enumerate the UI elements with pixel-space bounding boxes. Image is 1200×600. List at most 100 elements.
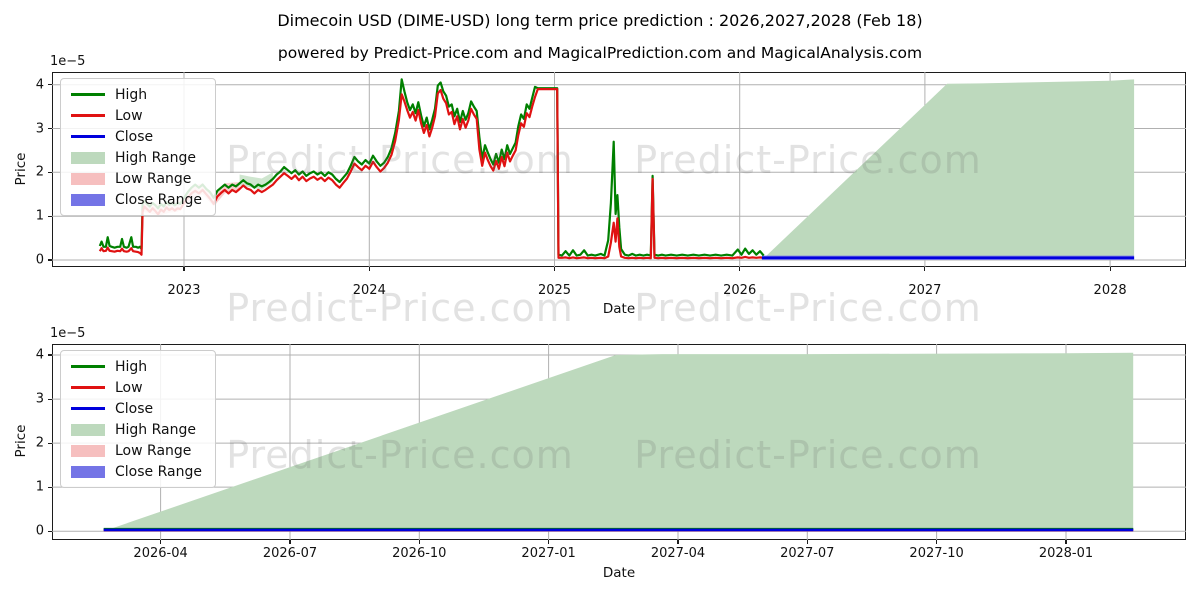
legend-label: High Range [115,149,196,166]
y-offset-label: 1e−5 [50,54,86,69]
legend-label: Close [115,400,154,417]
legend-item-high: High [71,358,202,375]
x-tick-mark [806,540,808,544]
x-tick-mark [183,267,185,271]
plot-area-top [52,72,1186,267]
y-tick-label: 2 [35,164,44,180]
legend-label: High Range [115,421,196,438]
y-tick-mark [48,84,52,86]
x-tick-label: 2028 [1093,283,1127,298]
y-tick-label: 0 [35,252,44,268]
x-tick-label: 2024 [352,283,386,298]
legend-label: High [115,86,148,103]
legend-line-swatch [71,114,105,117]
y-tick-label: 4 [35,347,44,363]
x-tick-label: 2027-10 [909,546,964,561]
x-tick-mark [739,267,741,271]
x-tick-label: 2028-01 [1038,546,1094,561]
legend-item-low: Low [71,379,202,396]
legend-item-close-range: Close Range [71,191,202,208]
x-tick-mark [924,267,926,271]
x-tick-label: 2027-07 [780,546,835,561]
legend-label: Close Range [115,191,202,208]
x-tick-mark [1065,540,1067,544]
legend-label: Low [115,379,143,396]
legend-patch-swatch [71,151,105,164]
y-tick-mark [48,171,52,173]
legend-label: Low [115,107,143,124]
x-tick-label: 2027-04 [650,546,706,561]
x-tick-label: 2027 [908,283,942,298]
y-axis-label: Price [13,424,29,458]
y-tick-mark [48,486,52,488]
legend-patch-swatch [71,465,105,478]
x-tick-label: 2026 [723,283,757,298]
legend-label: Low Range [115,442,192,459]
y-tick-label: 0 [35,523,44,539]
y-tick-label: 2 [35,435,44,451]
y-tick-mark [48,398,52,400]
plot-svg-top [52,72,1186,267]
chart-subtitle: powered by Predict-Price.com and Magical… [277,44,923,62]
x-tick-mark [1109,267,1111,271]
legend-line-swatch [71,93,105,96]
x-tick-label: 2023 [167,283,201,298]
x-tick-mark [936,540,938,544]
y-tick-label: 1 [35,208,44,224]
legend-patch-swatch [71,172,105,185]
band-high-range-forecast [761,79,1135,261]
x-tick-mark [160,540,162,544]
y-tick-mark [48,530,52,532]
y-tick-label: 3 [35,391,44,407]
watermark-text: Predict-Price.com [226,286,574,330]
legend-item-low-range: Low Range [71,170,202,187]
y-axis-label: Price [13,152,29,186]
x-tick-label: 2027-01 [521,546,576,561]
x-tick-label: 2026-10 [392,546,447,561]
legend-label: High [115,358,148,375]
y-tick-mark [48,354,52,356]
y-tick-mark [48,127,52,130]
y-tick-label: 3 [35,121,44,136]
legend-item-close-range: Close Range [71,463,202,480]
y-tick-mark [48,442,52,444]
plot-svg-bottom [52,344,1186,540]
legend-line-swatch [71,386,105,389]
x-axis-label: Date [602,301,636,317]
legend-patch-swatch [71,193,105,206]
chart-title: Dimecoin USD (DIME-USD) long term price … [277,11,923,30]
legend-label: Close Range [115,463,202,480]
x-tick-label: 2026-07 [262,546,318,561]
x-tick-mark [418,540,420,544]
legend-item-low: Low [71,107,202,124]
y-tick-mark [48,259,52,261]
legend-item-high-range: High Range [71,149,202,166]
legend-top: High Low Close High Range Low Range Close Ran… [60,78,216,216]
x-tick-mark [368,267,370,271]
y-tick-label: 4 [35,77,44,93]
legend-item-close: Close [71,400,202,417]
legend-label: Low Range [115,170,192,187]
legend-label: Close [115,128,154,145]
x-axis-label: Date [602,565,636,581]
legend-item-high: High [71,86,202,103]
y-offset-label: 1e−5 [50,326,86,341]
legend-item-close: Close [71,128,202,145]
legend-line-swatch [71,365,105,368]
x-tick-mark [553,267,556,271]
legend-line-swatch [71,135,105,138]
legend-bottom: High Low Close High Range Low Range Close Ran… [60,350,216,488]
band-high-range-forecast [103,352,1134,532]
plot-area-bottom [52,344,1186,540]
x-tick-label: 2026-04 [133,546,188,561]
x-tick-mark [289,540,291,544]
x-tick-mark [548,540,550,544]
legend-patch-swatch [71,444,105,457]
x-tick-label: 2025 [537,283,572,298]
y-tick-mark [48,215,52,217]
legend-item-high-range: High Range [71,421,202,438]
legend-line-swatch [71,407,105,410]
legend-item-low-range: Low Range [71,442,202,459]
legend-patch-swatch [71,423,105,436]
